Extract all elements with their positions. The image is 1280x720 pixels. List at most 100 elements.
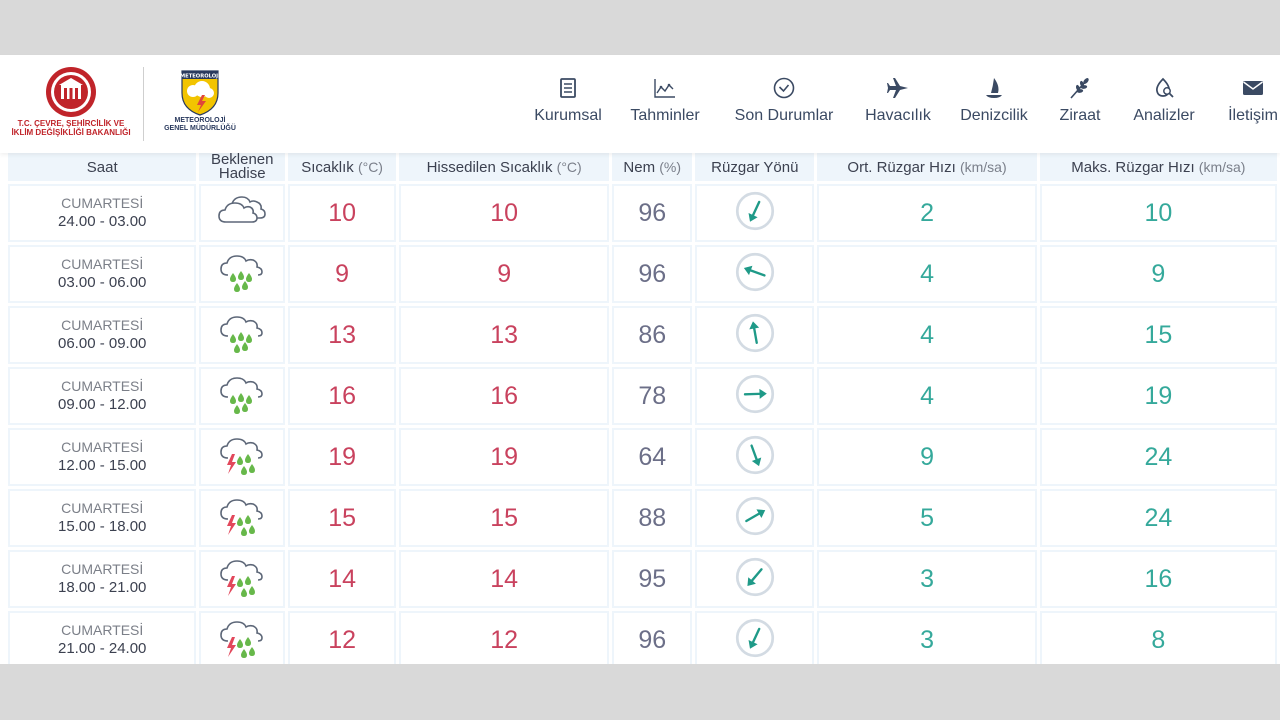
cell-event: [199, 306, 286, 364]
cell-humidity-value: 86: [638, 320, 667, 349]
cell-avg-wind-value: 4: [920, 381, 934, 410]
cell-avg-wind: 2: [817, 184, 1037, 242]
table-row: CUMARTESİ 18.00 - 21.00 14 14 95 3 16: [8, 550, 1277, 608]
wind-direction-arrow-icon: [735, 496, 774, 535]
mgm-logo-badge-text: METEOROLOJİ: [180, 73, 220, 80]
mgm-logo[interactable]: METEOROLOJİ METEOROLOJİ GENEL MÜDÜRLÜĞÜ: [152, 67, 248, 147]
cell-humidity-value: 88: [638, 503, 667, 532]
cell-humidity: 96: [612, 184, 693, 242]
nav-item-son-durumlar[interactable]: Son Durumlar: [732, 73, 836, 137]
cell-feels-like-value: 14: [490, 564, 519, 593]
mgm-emblem-icon: METEOROLOJİ: [180, 70, 220, 116]
row-time-range: 18.00 - 21.00: [58, 579, 147, 596]
cell-temp-value: 10: [328, 198, 357, 227]
cell-avg-wind-value: 5: [920, 503, 934, 532]
wind-direction-arrow-icon: [735, 618, 774, 657]
header-feels-like: Hissedilen Sıcaklık (°C): [399, 153, 610, 181]
ministry-logo-line2: İKLİM DEĞİŞİKLİĞİ BAKANLIĞI: [11, 128, 131, 137]
cell-event: [199, 428, 286, 486]
cell-time: CUMARTESİ 03.00 - 06.00: [8, 245, 197, 303]
cell-avg-wind-value: 9: [920, 442, 934, 471]
row-time-range: 12.00 - 15.00: [58, 457, 147, 474]
cell-feels-like-value: 9: [497, 259, 512, 288]
cell-wind-direction: [695, 306, 815, 364]
chart-icon: [654, 79, 675, 98]
cell-temp: 16: [288, 367, 397, 425]
header-time: Saat: [8, 153, 197, 181]
ministry-logo-line1: T.C. ÇEVRE, ŞEHİRCİLİK VE: [17, 119, 125, 128]
cell-avg-wind-value: 4: [920, 320, 934, 349]
nav-label: Kurumsal: [534, 107, 602, 124]
cell-max-wind: 24: [1039, 489, 1277, 547]
cell-event: [199, 489, 286, 547]
nav-item-kurumsal[interactable]: Kurumsal: [528, 73, 608, 137]
cell-max-wind: 16: [1039, 550, 1277, 608]
nav-item-denizcilik[interactable]: Denizcilik: [959, 73, 1029, 137]
ministry-logo[interactable]: T.C. ÇEVRE, ŞEHİRCİLİK VE İKLİM DEĞİŞİKL…: [6, 65, 136, 145]
nav-item-analizler[interactable]: Analizler: [1130, 73, 1198, 137]
cell-feels-like: 10: [399, 184, 610, 242]
row-time-range: 21.00 - 24.00: [58, 640, 147, 657]
cell-wind-direction: [695, 550, 815, 608]
cell-max-wind: 9: [1039, 245, 1277, 303]
cell-wind-direction: [695, 428, 815, 486]
cell-time: CUMARTESİ 21.00 - 24.00: [8, 611, 197, 664]
cell-humidity: 88: [612, 489, 693, 547]
cell-event: [199, 367, 286, 425]
envelope-icon: [1243, 81, 1263, 95]
nav-label: Havacılık: [865, 107, 931, 124]
cell-humidity: 86: [612, 306, 693, 364]
cell-feels-like: 19: [399, 428, 610, 486]
cell-time: CUMARTESİ 06.00 - 09.00: [8, 306, 197, 364]
cell-avg-wind: 4: [817, 367, 1037, 425]
cell-max-wind-value: 24: [1144, 442, 1173, 471]
nav-item-iletisim[interactable]: İletişim: [1225, 73, 1280, 137]
header-avg-wind: Ort. Rüzgar Hızı (km/sa): [817, 153, 1037, 181]
cell-humidity-value: 64: [638, 442, 667, 471]
cell-avg-wind-value: 3: [920, 625, 934, 654]
wind-direction-arrow-icon: [735, 435, 774, 474]
nav-item-tahminler[interactable]: Tahminler: [627, 73, 703, 137]
cell-temp-value: 12: [328, 625, 357, 654]
header-humidity: Nem (%): [612, 153, 693, 181]
cell-temp: 19: [288, 428, 397, 486]
logo-divider: [143, 67, 144, 141]
cell-avg-wind: 5: [817, 489, 1037, 547]
nav-label: Denizcilik: [960, 107, 1028, 124]
forecast-table-container: Saat Beklenen Hadise Sıcaklık (°C) Hissed…: [0, 153, 1280, 664]
cell-max-wind-value: 15: [1144, 320, 1173, 349]
cell-wind-direction: [695, 489, 815, 547]
cell-time: CUMARTESİ 18.00 - 21.00: [8, 550, 197, 608]
cell-temp: 10: [288, 184, 397, 242]
ministry-emblem-icon: [46, 67, 96, 117]
nav-label: Tahminler: [630, 107, 700, 124]
cell-humidity-value: 96: [638, 625, 667, 654]
nav-item-havacilik[interactable]: Havacılık: [864, 73, 932, 137]
rain-icon: [220, 315, 264, 353]
nav-item-ziraat[interactable]: Ziraat: [1057, 73, 1103, 137]
cell-avg-wind-value: 3: [920, 564, 934, 593]
row-day: CUMARTESİ: [61, 622, 144, 638]
cell-avg-wind: 4: [817, 306, 1037, 364]
cell-avg-wind: 9: [817, 428, 1037, 486]
cell-feels-like: 9: [399, 245, 610, 303]
cell-feels-like: 14: [399, 550, 610, 608]
cell-humidity: 64: [612, 428, 693, 486]
cell-event: [199, 611, 286, 664]
cell-wind-direction: [695, 184, 815, 242]
cell-feels-like-value: 16: [490, 381, 519, 410]
cell-temp-value: 19: [328, 442, 357, 471]
cell-feels-like: 15: [399, 489, 610, 547]
table-row: CUMARTESİ 12.00 - 15.00 19 19 64 9 24: [8, 428, 1277, 486]
cell-avg-wind: 4: [817, 245, 1037, 303]
document-icon: [560, 78, 576, 98]
cell-max-wind-value: 16: [1144, 564, 1173, 593]
nav-label: İletişim: [1228, 107, 1278, 124]
header-temp: Sıcaklık (°C): [288, 153, 397, 181]
cell-wind-direction: [695, 245, 815, 303]
row-day: CUMARTESİ: [61, 256, 144, 272]
mgm-logo-line2: GENEL MÜDÜRLÜĞÜ: [164, 125, 236, 132]
header-wind-direction: Rüzgar Yönü: [695, 153, 815, 181]
cell-avg-wind: 3: [817, 550, 1037, 608]
cell-max-wind: 8: [1039, 611, 1277, 664]
